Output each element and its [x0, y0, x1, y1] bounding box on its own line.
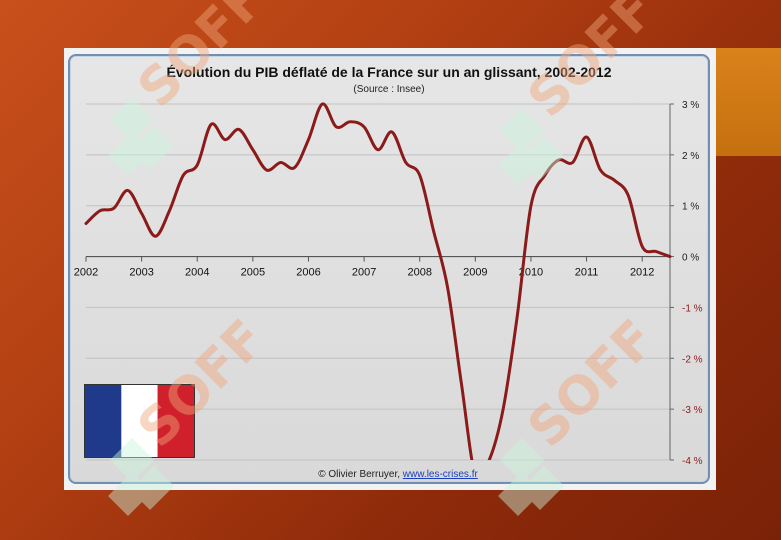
watermark-text: SOFF — [517, 309, 667, 459]
credit-line: © Olivier Berruyer, www.les-crises.fr — [318, 469, 478, 480]
x-tick-label: 2012 — [630, 267, 654, 279]
orange-accent-block — [714, 48, 781, 156]
x-tick-label: 2002 — [74, 267, 98, 279]
x-axis: 2002 2003 2004 2005 2006 2007 2008 2009 2010 2011… — [74, 255, 670, 279]
watermark-mark — [498, 438, 564, 516]
watermark-mark — [498, 108, 564, 186]
y-tick-label: 2 % — [682, 151, 699, 162]
x-tick-label: 2003 — [129, 267, 153, 279]
watermark-logo: SOFF — [108, 309, 277, 516]
x-tick-label: 2008 — [407, 267, 431, 279]
flag-red-band — [157, 385, 194, 457]
y-tick-label: -1 % — [682, 303, 703, 314]
credit-link[interactable]: www.les-crises.fr — [402, 469, 479, 480]
chart-title: Évolution du PIB déflaté de la France su… — [166, 64, 611, 80]
watermark-logo: SOFF — [498, 0, 667, 186]
x-tick-label: 2010 — [519, 267, 543, 279]
y-tick-label: 3 % — [682, 100, 699, 111]
x-tick-label: 2006 — [296, 267, 320, 279]
y-tick-label: 1 % — [682, 202, 699, 213]
gridlines — [86, 103, 670, 461]
y-tick-label: -4 % — [682, 456, 703, 467]
credit-author: © Olivier Berruyer, — [318, 469, 403, 480]
x-tick-label: 2005 — [241, 267, 265, 279]
x-tick-label: 2007 — [352, 267, 376, 279]
watermark-text: SOFF — [127, 0, 277, 119]
y-tick-label: -2 % — [682, 354, 703, 365]
x-tick-label: 2004 — [185, 267, 209, 279]
y-tick-label: 0 % — [682, 253, 699, 264]
flag-white-band — [121, 385, 158, 457]
y-axis: 3 % 2 % 1 % 0 % -1 % -2 % -3 % -4 % — [669, 100, 703, 467]
x-tick-label: 2011 — [575, 267, 599, 279]
y-tick-label: -3 % — [682, 405, 703, 416]
watermark-text: SOFF — [127, 309, 277, 459]
watermark-logo: SOFF — [498, 309, 667, 516]
watermark-text: SOFF — [517, 0, 667, 129]
flag — [84, 384, 195, 458]
watermark-mark — [108, 438, 174, 516]
watermark-mark — [108, 98, 174, 176]
chart-subtitle: (Source : Insee) — [353, 84, 424, 95]
gdp-series-line — [84, 102, 672, 460]
flag-blue-band — [85, 385, 122, 457]
x-tick-label: 2009 — [463, 267, 487, 279]
